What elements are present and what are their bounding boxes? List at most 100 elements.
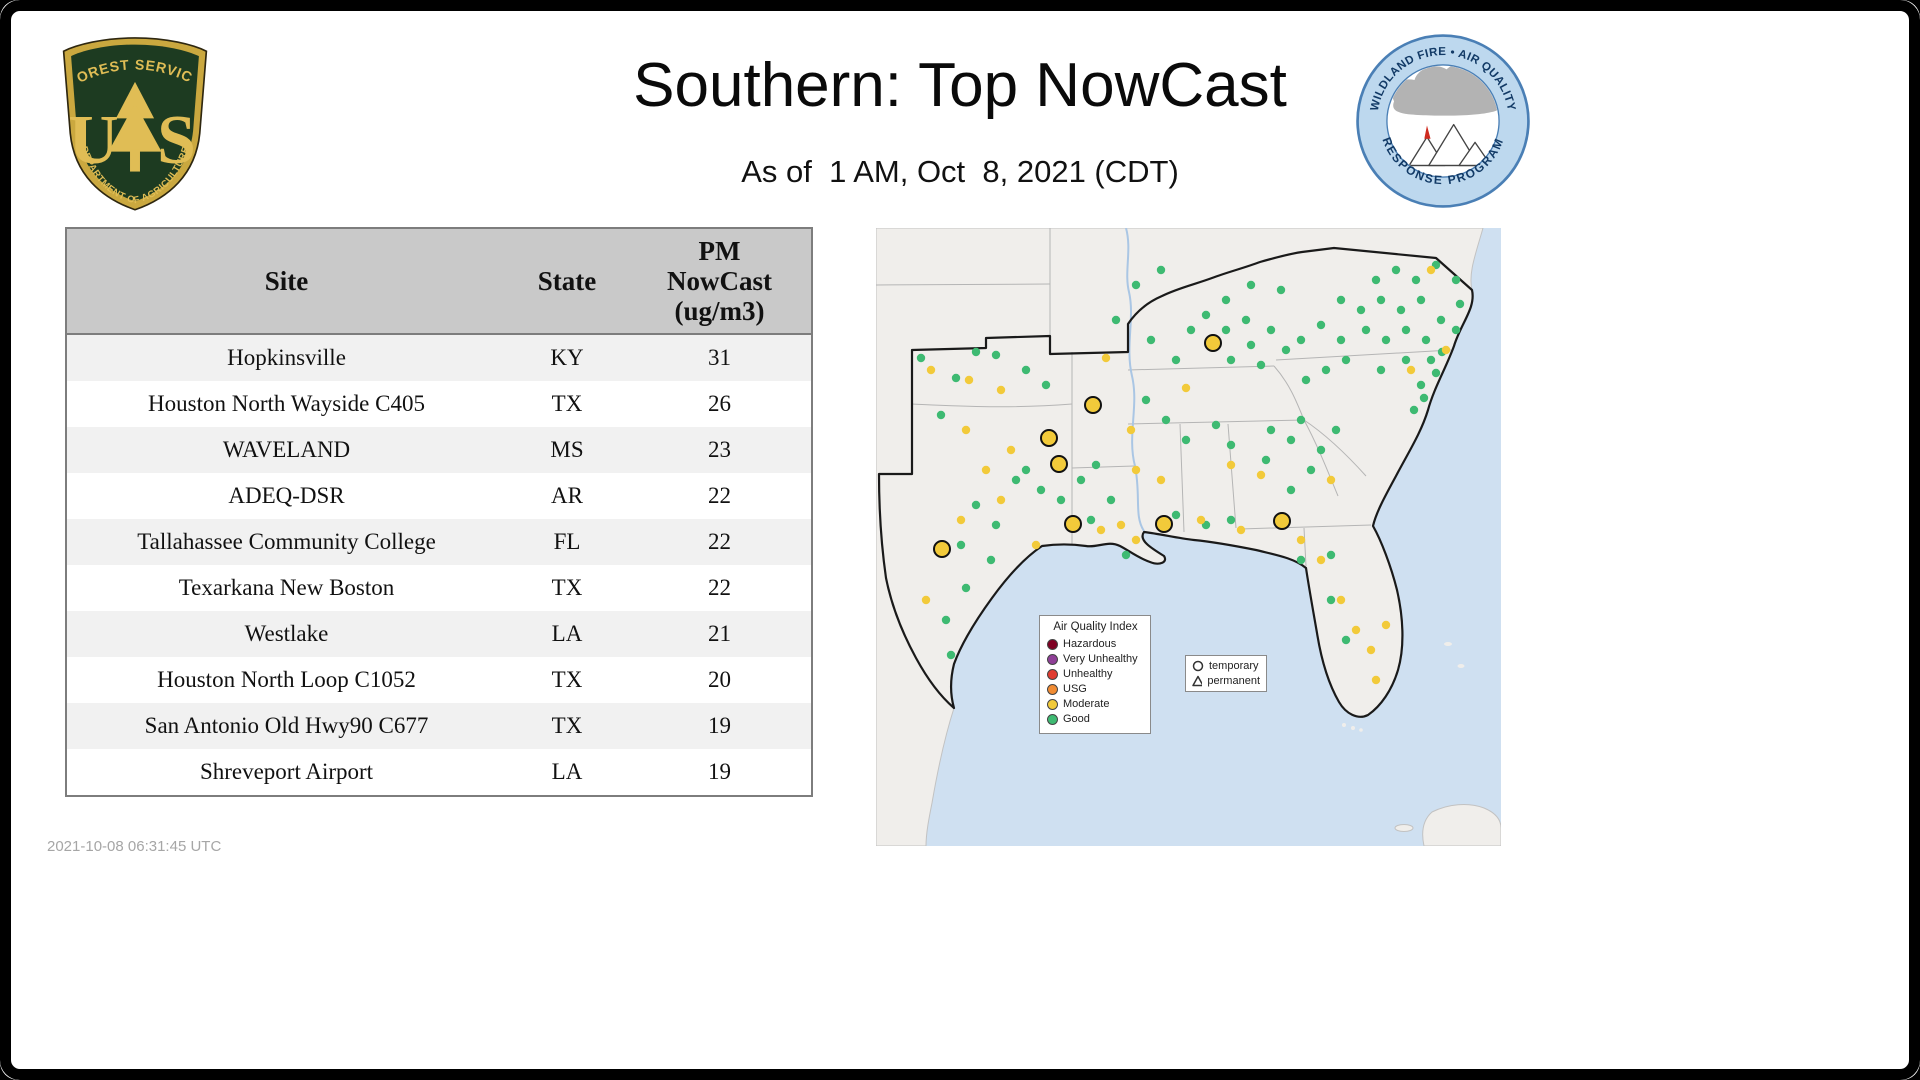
monitor-dot-good	[971, 500, 981, 510]
aqi-legend-label: USG	[1063, 683, 1087, 695]
monitor-dot-moderate	[921, 595, 931, 605]
monitor-dot-good	[1416, 295, 1426, 305]
monitor-dot-moderate	[1316, 555, 1326, 565]
monitor-dot-moderate	[1441, 345, 1451, 355]
table-header-row: Site State PM NowCast (ug/m3)	[66, 228, 812, 335]
monitor-dot-good	[1181, 435, 1191, 445]
monitor-dot-moderate	[1256, 470, 1266, 480]
monitor-dot-good	[1156, 265, 1166, 275]
monitor-dot-good	[1121, 550, 1131, 560]
monitor-dot-moderate	[926, 365, 936, 375]
monitor-dot-good	[1091, 460, 1101, 470]
monitor-dot-good	[1391, 265, 1401, 275]
monitor-dot-moderate	[1236, 525, 1246, 535]
monitor-dot-good	[1286, 485, 1296, 495]
island	[1394, 824, 1414, 832]
monitor-dot-good	[1211, 420, 1221, 430]
table-row: San Antonio Old Hwy90 C677 TX 19	[66, 703, 812, 749]
monitor-dot-good	[1036, 485, 1046, 495]
state-borders	[876, 228, 1452, 567]
site-cell: San Antonio Old Hwy90 C677	[144, 713, 429, 738]
monitor-dot-good	[1146, 335, 1156, 345]
monitor-dot-good	[1226, 440, 1236, 450]
wfaqrp-logo: WILDLAND FIRE • AIR QUALITY RESPONSE PRO…	[1354, 30, 1532, 212]
temporary-monitor-dot	[1273, 512, 1291, 530]
monitor-dot-good	[1171, 355, 1181, 365]
monitor-dot-good	[1241, 315, 1251, 325]
monitor-dot-good	[991, 350, 1001, 360]
site-cell: Westlake	[244, 621, 329, 646]
monitor-dot-moderate	[1381, 620, 1391, 630]
region-outline	[877, 246, 1474, 718]
monitor-dot-good	[1301, 375, 1311, 385]
page-title: Southern: Top NowCast	[633, 51, 1287, 120]
table-row: ADEQ-DSR AR 22	[66, 473, 812, 519]
monitor-dot-good	[1246, 280, 1256, 290]
monitor-dot-moderate	[981, 465, 991, 475]
legend-temporary-row: temporary	[1192, 660, 1260, 672]
mississippi-river	[1125, 228, 1145, 532]
monitor-dot-good	[1316, 320, 1326, 330]
aqi-legend-label: Very Unhealthy	[1063, 653, 1138, 665]
monitor-dot-moderate	[1426, 265, 1436, 275]
table-row: Hopkinsville KY 31	[66, 334, 812, 381]
monitor-dot-good	[941, 615, 951, 625]
temporary-monitor-dot	[1084, 396, 1102, 414]
monitor-dot-moderate	[1296, 535, 1306, 545]
monitor-dot-good	[1376, 295, 1386, 305]
monitor-dot-good	[951, 373, 961, 383]
temporary-monitor-dot	[1204, 334, 1222, 352]
monitor-dot-good	[1426, 355, 1436, 365]
monitor-dot-good	[1276, 285, 1286, 295]
monitor-dot-good	[1296, 415, 1306, 425]
monitor-dot-good	[1161, 415, 1171, 425]
monitor-dot-good	[1341, 355, 1351, 365]
monitor-dot-good	[1201, 310, 1211, 320]
monitor-dot-good	[1396, 305, 1406, 315]
site-cell: Texarkana New Boston	[178, 575, 395, 600]
monitor-dot-good	[1171, 510, 1181, 520]
col-header-pm-nowcast: PM NowCast (ug/m3)	[628, 228, 812, 335]
state-cell: LA	[551, 621, 583, 646]
monitor-dot-moderate	[1131, 535, 1141, 545]
monitor-dot-good	[1281, 345, 1291, 355]
site-cell: WAVELAND	[222, 437, 351, 462]
monitor-dot-good	[1451, 325, 1461, 335]
report-datetime: As of 1 AM, Oct 8, 2021 (CDT)	[741, 154, 1179, 189]
monitor-dot-moderate	[1156, 475, 1166, 485]
aqi-legend-items: Hazardous Very Unhealthy Unhealthy USG Moder…	[1047, 637, 1144, 727]
monitor-dot-good	[956, 540, 966, 550]
monitor-dot-good	[1376, 365, 1386, 375]
table-row: Houston North Loop C1052 TX 20	[66, 657, 812, 703]
monitor-dot-good	[946, 650, 956, 660]
site-cell: Tallahassee Community College	[137, 529, 436, 554]
table-row: WAVELAND MS 23	[66, 427, 812, 473]
monitor-dot-good	[1256, 360, 1266, 370]
monitor-dot-good	[1381, 335, 1391, 345]
table-row: Shreveport Airport LA 19	[66, 749, 812, 796]
monitor-dot-good	[971, 347, 981, 357]
monitor-dot-good	[1316, 445, 1326, 455]
usfs-letter-s: S	[157, 102, 196, 179]
temporary-monitor-dot	[933, 540, 951, 558]
monitor-dot-good	[1186, 325, 1196, 335]
monitor-dot-good	[1086, 515, 1096, 525]
state-cell: TX	[551, 575, 583, 600]
col-header-site: Site	[66, 228, 506, 335]
flame-icon	[1424, 125, 1431, 139]
pm-value-cell: 21	[708, 621, 731, 646]
monitor-dot-good	[1131, 280, 1141, 290]
pine-tree-icon	[108, 81, 162, 172]
monitor-dot-good	[936, 410, 946, 420]
temporary-monitor-dot	[1064, 515, 1082, 533]
aqi-legend-item: Good	[1047, 712, 1144, 727]
monitor-dot-moderate	[1371, 675, 1381, 685]
monitor-dot-good	[1021, 365, 1031, 375]
monitor-dot-moderate	[1226, 460, 1236, 470]
monitor-dot-moderate	[1031, 540, 1041, 550]
pm-value-cell: 26	[708, 391, 731, 416]
monitor-dot-good	[1436, 315, 1446, 325]
monitor-dot-good	[1326, 595, 1336, 605]
monitor-dot-good	[1451, 275, 1461, 285]
monitor-dot-good	[1321, 365, 1331, 375]
